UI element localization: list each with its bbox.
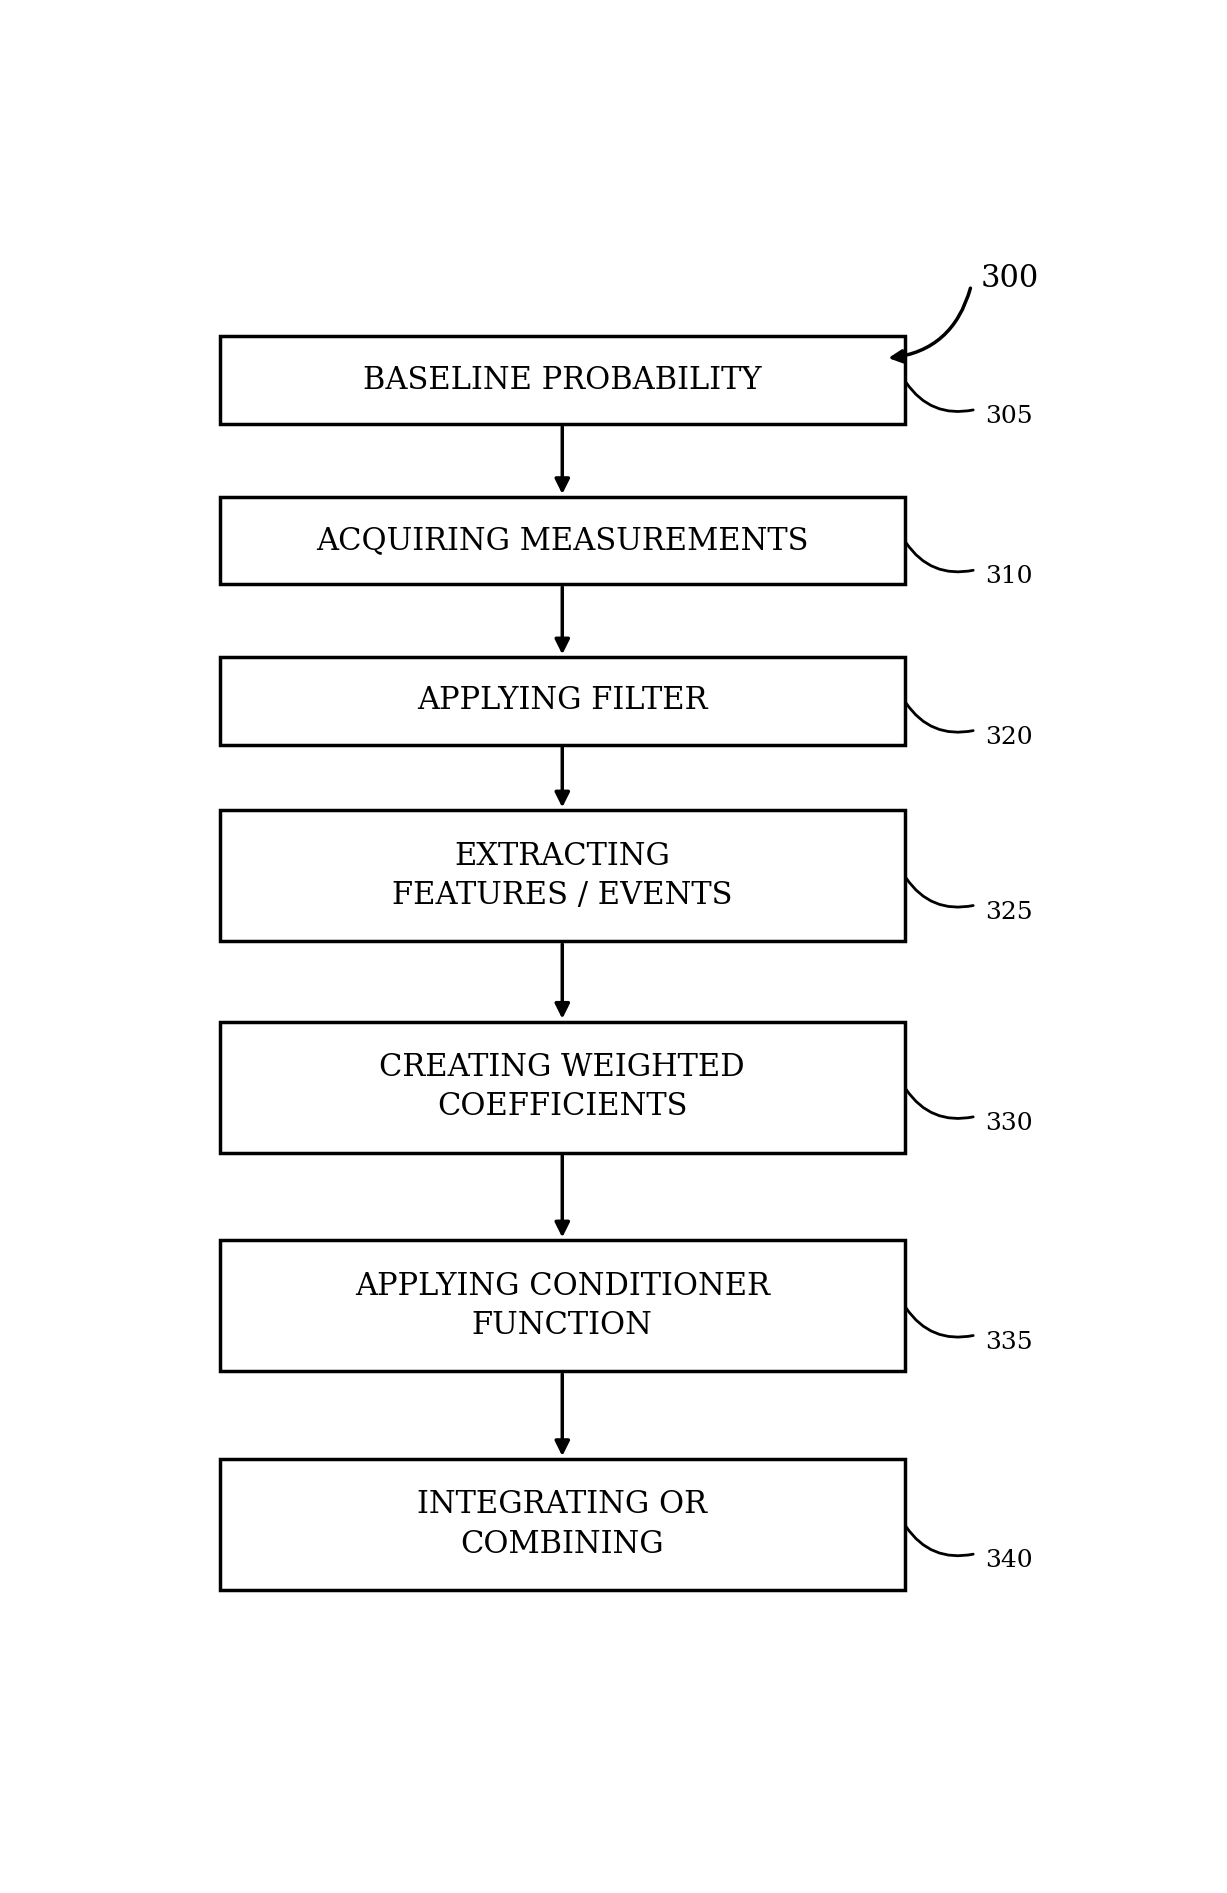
Text: BASELINE PROBABILITY: BASELINE PROBABILITY xyxy=(363,365,762,396)
Text: 340: 340 xyxy=(985,1548,1033,1573)
Text: CREATING WEIGHTED
COEFFICIENTS: CREATING WEIGHTED COEFFICIENTS xyxy=(379,1053,745,1123)
Text: 330: 330 xyxy=(985,1111,1033,1136)
Bar xyxy=(220,337,904,424)
Text: 305: 305 xyxy=(985,405,1033,428)
Bar xyxy=(220,1240,904,1371)
Text: 310: 310 xyxy=(985,566,1033,589)
Text: EXTRACTING
FEATURES / EVENTS: EXTRACTING FEATURES / EVENTS xyxy=(391,840,733,911)
Text: 325: 325 xyxy=(985,901,1033,924)
Bar xyxy=(220,496,904,585)
Text: APPLYING CONDITIONER
FUNCTION: APPLYING CONDITIONER FUNCTION xyxy=(355,1270,769,1340)
Text: 320: 320 xyxy=(985,725,1033,750)
Bar xyxy=(220,1460,904,1590)
Bar xyxy=(220,810,904,941)
Text: 300: 300 xyxy=(980,263,1039,293)
Bar xyxy=(220,657,904,744)
Bar xyxy=(220,1022,904,1153)
Text: 335: 335 xyxy=(985,1331,1033,1353)
Text: ACQUIRING MEASUREMENTS: ACQUIRING MEASUREMENTS xyxy=(317,524,809,557)
Text: INTEGRATING OR
COMBINING: INTEGRATING OR COMBINING xyxy=(417,1490,707,1560)
Text: APPLYING FILTER: APPLYING FILTER xyxy=(417,685,708,716)
